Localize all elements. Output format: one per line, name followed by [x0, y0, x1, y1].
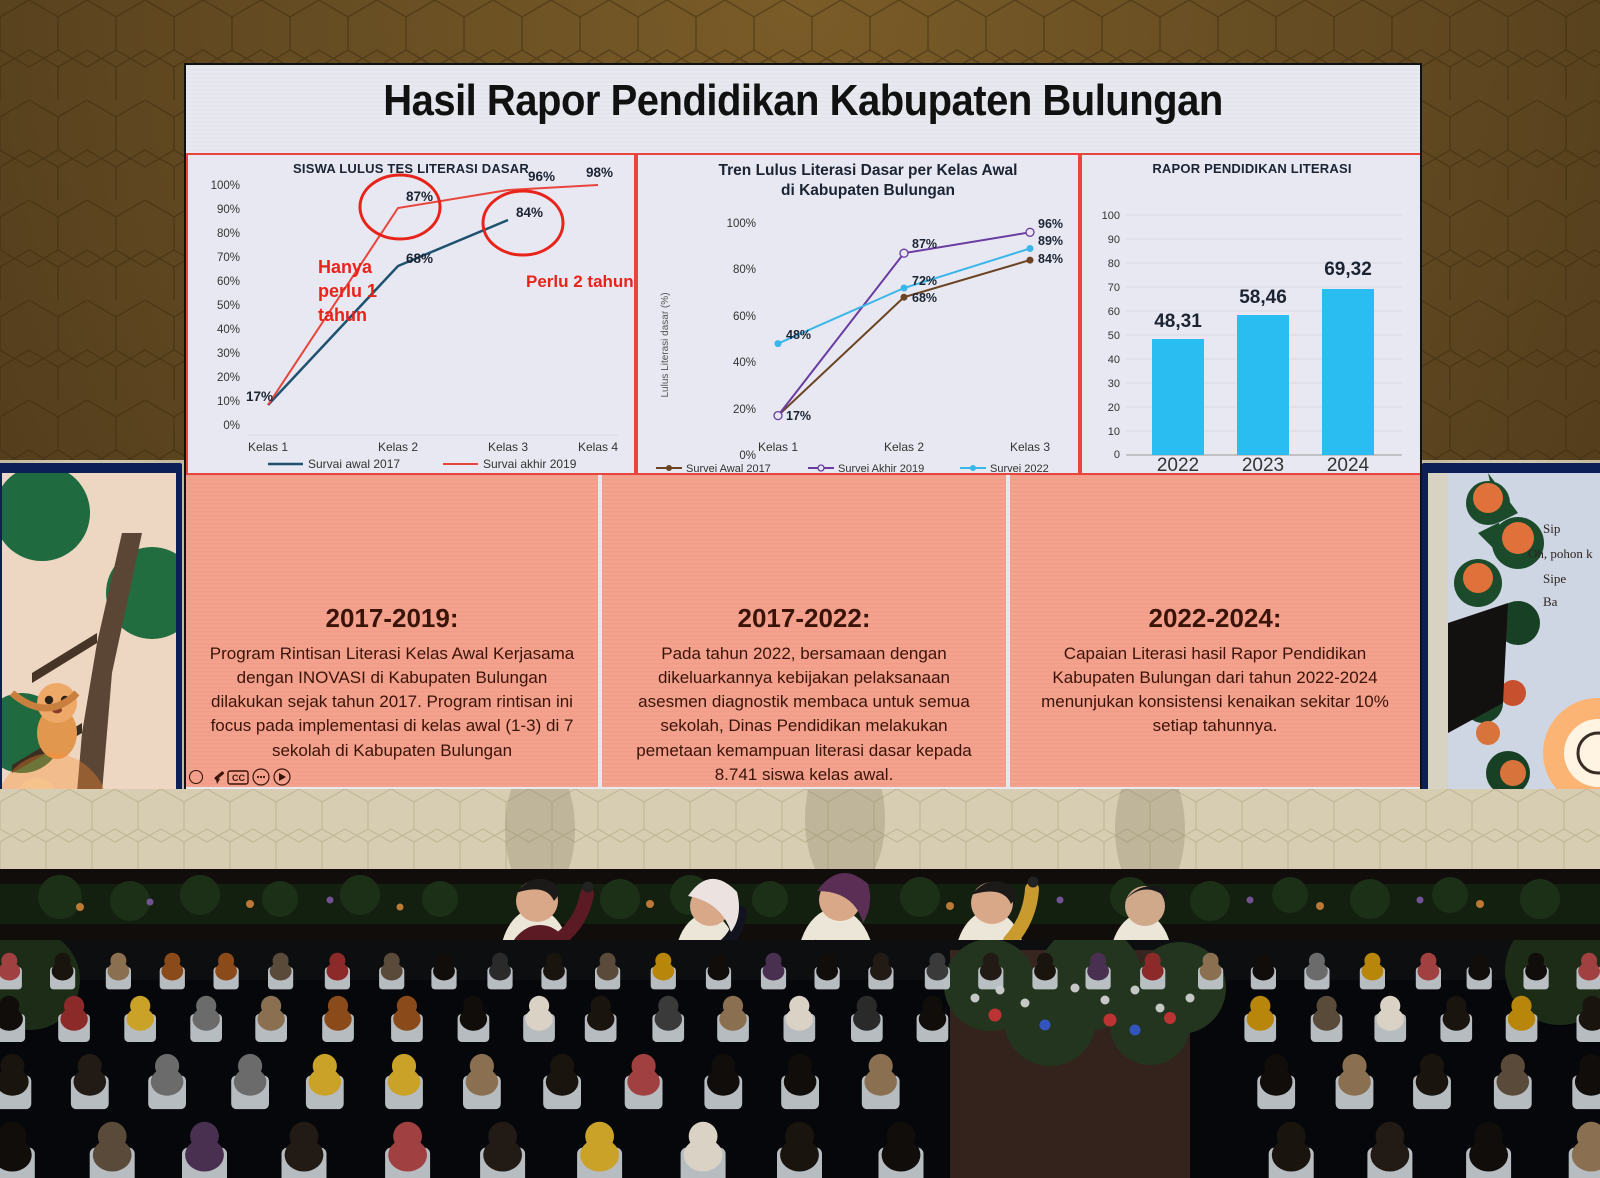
svg-text:40%: 40% [733, 357, 756, 369]
svg-text:Hanya: Hanya [318, 257, 373, 277]
svg-text:perlu 1: perlu 1 [318, 281, 377, 301]
svg-text:Ba: Ba [1543, 594, 1558, 609]
svg-text:89%: 89% [1038, 234, 1063, 248]
svg-text:87%: 87% [912, 237, 937, 251]
svg-text:80%: 80% [733, 264, 756, 276]
svg-text:40: 40 [1108, 354, 1120, 366]
svg-text:Kelas 3: Kelas 3 [1010, 440, 1050, 454]
svg-text:60%: 60% [733, 311, 756, 323]
svg-text:tahun: tahun [318, 305, 367, 325]
svg-text:di Kabupaten Bulungan: di Kabupaten Bulungan [781, 182, 955, 199]
svg-text:0%: 0% [739, 450, 756, 462]
svg-text:CC: CC [232, 773, 245, 783]
svg-text:60%: 60% [217, 276, 240, 288]
svg-text:10: 10 [1108, 426, 1120, 438]
svg-text:40%: 40% [217, 324, 240, 336]
svg-text:50%: 50% [217, 300, 240, 312]
svg-text:17%: 17% [786, 409, 811, 423]
svg-text:Perlu 2 tahun: Perlu 2 tahun [526, 272, 634, 291]
svg-text:84%: 84% [516, 205, 543, 220]
svg-text:100%: 100% [727, 218, 756, 230]
svg-text:80%: 80% [217, 228, 240, 240]
svg-text:70: 70 [1108, 282, 1120, 294]
svg-text:30%: 30% [217, 348, 240, 360]
svg-text:0%: 0% [223, 420, 240, 432]
svg-text:Kelas 2: Kelas 2 [378, 440, 418, 454]
svg-text:Kelas 1: Kelas 1 [758, 440, 798, 454]
svg-text:Tren Lulus Literasi Dasar per: Tren Lulus Literasi Dasar per Kelas Awal [719, 162, 1018, 179]
svg-text:96%: 96% [1038, 217, 1063, 231]
svg-text:98%: 98% [586, 165, 613, 180]
svg-text:Kelas 2: Kelas 2 [884, 440, 924, 454]
svg-text:2023: 2023 [1242, 455, 1284, 473]
svg-text:Survai akhir 2019: Survai akhir 2019 [483, 457, 577, 471]
svg-text:Survei 2022: Survei 2022 [990, 463, 1049, 473]
svg-text:60: 60 [1108, 306, 1120, 318]
svg-text:Survei Akhir 2019: Survei Akhir 2019 [838, 463, 924, 473]
svg-text:84%: 84% [1038, 252, 1063, 266]
svg-text:20%: 20% [217, 372, 240, 384]
svg-text:48,31: 48,31 [1154, 311, 1202, 332]
svg-text:Lulus Literasi dasar (%): Lulus Literasi dasar (%) [660, 292, 671, 397]
svg-text:48%: 48% [786, 328, 811, 342]
svg-text:Oh, pohon k: Oh, pohon k [1528, 546, 1593, 561]
svg-text:50: 50 [1108, 330, 1120, 342]
svg-text:Kelas 1: Kelas 1 [248, 440, 288, 454]
svg-text:Kelas 3: Kelas 3 [488, 440, 528, 454]
svg-text:Kelas 4: Kelas 4 [578, 440, 618, 454]
svg-text:87%: 87% [406, 189, 433, 204]
svg-text:72%: 72% [912, 274, 937, 288]
svg-text:96%: 96% [528, 169, 555, 184]
svg-text:17%: 17% [246, 389, 273, 404]
svg-text:58,46: 58,46 [1239, 287, 1287, 308]
svg-text:10%: 10% [217, 396, 240, 408]
svg-text:100%: 100% [211, 180, 240, 192]
svg-text:Survei Awal 2017: Survei Awal 2017 [686, 463, 771, 473]
svg-text:69,32: 69,32 [1324, 259, 1372, 280]
svg-text:68%: 68% [406, 251, 433, 266]
svg-text:90: 90 [1108, 234, 1120, 246]
svg-text:Sip: Sip [1543, 521, 1560, 536]
svg-text:30: 30 [1108, 378, 1120, 390]
svg-text:100: 100 [1102, 210, 1120, 222]
svg-text:Sipe: Sipe [1543, 571, 1566, 586]
svg-text:Survai awal 2017: Survai awal 2017 [308, 457, 400, 471]
svg-text:2022: 2022 [1157, 455, 1199, 473]
svg-text:0: 0 [1114, 449, 1120, 461]
svg-text:90%: 90% [217, 204, 240, 216]
svg-text:20%: 20% [733, 404, 756, 416]
svg-text:70%: 70% [217, 252, 240, 264]
svg-text:20: 20 [1108, 402, 1120, 414]
svg-text:80: 80 [1108, 258, 1120, 270]
svg-text:2024: 2024 [1327, 455, 1370, 473]
svg-text:68%: 68% [912, 291, 937, 305]
